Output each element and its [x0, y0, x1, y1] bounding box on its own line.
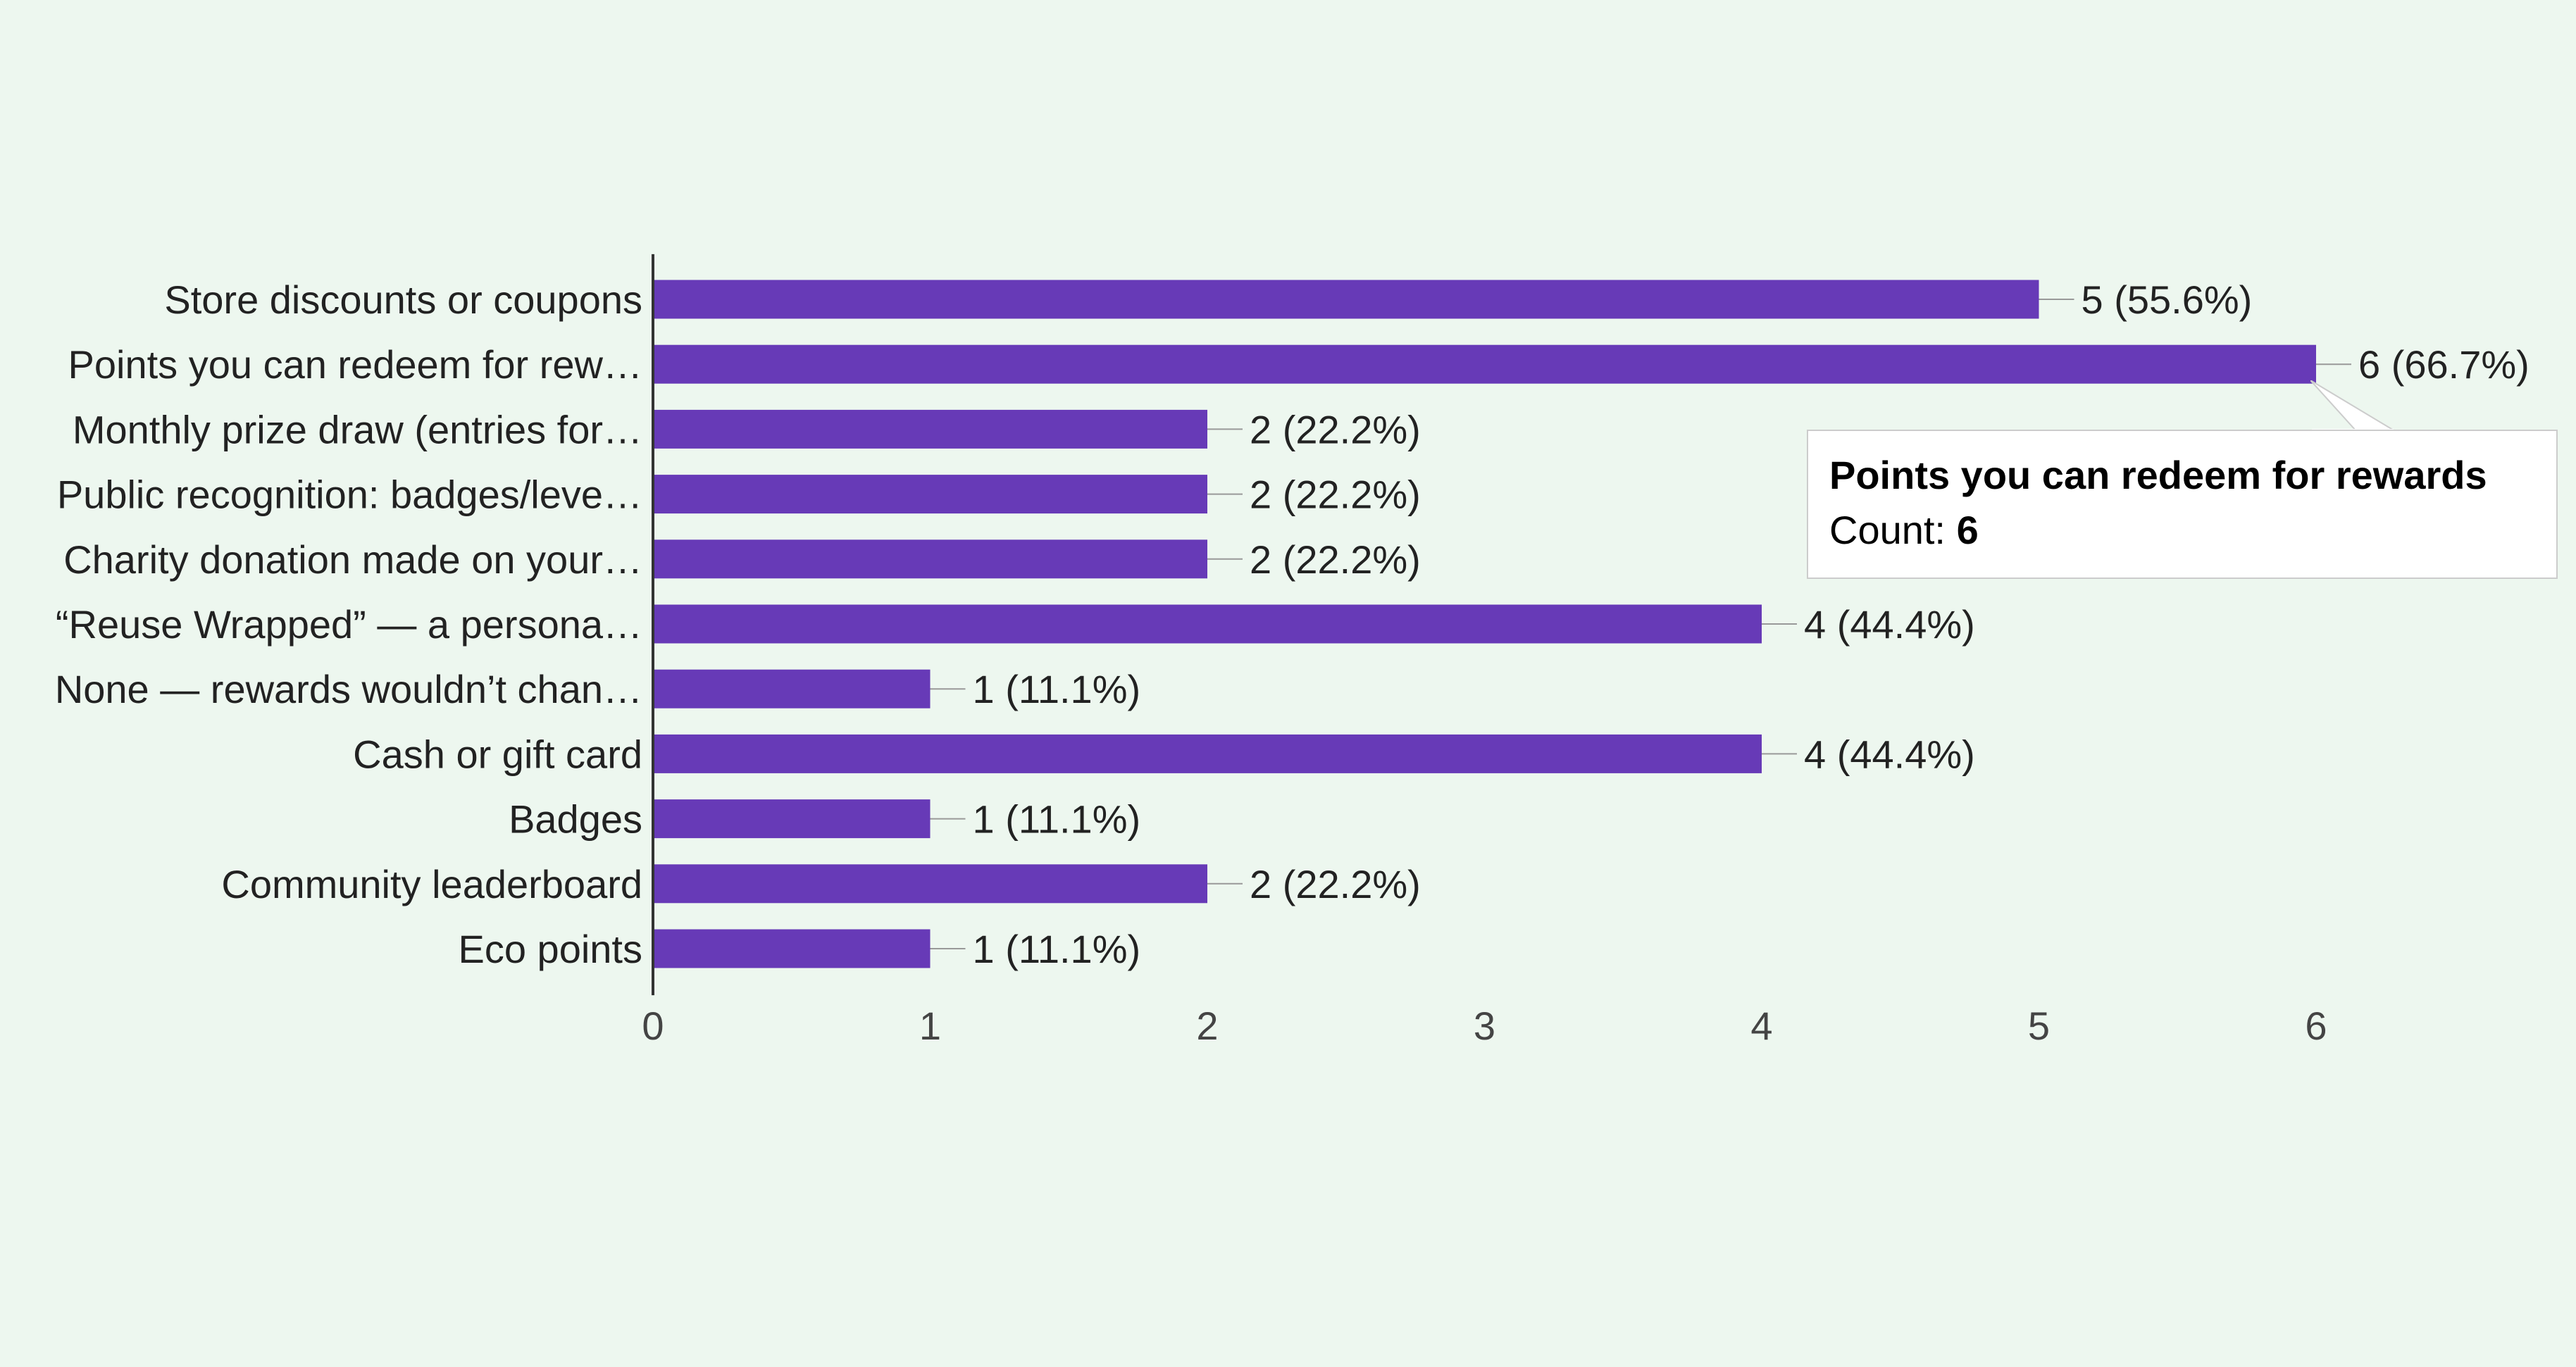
category-label: Store discounts or coupons	[164, 277, 642, 322]
x-tick-label: 0	[642, 1004, 664, 1048]
x-tick-label: 4	[1750, 1004, 1772, 1048]
tooltip-count-row: Count: 6	[1829, 503, 2556, 558]
category-label: Points you can redeem for rew…	[68, 342, 642, 387]
leader-lines-layer	[930, 299, 2351, 949]
bar[interactable]	[653, 475, 1207, 514]
x-tick-labels-layer: 0 1 2 3 4 5 6	[642, 1004, 2327, 1048]
tooltip: Points you can redeem for rewards Count:…	[1807, 430, 2558, 579]
data-label: 4 (44.4%)	[1804, 732, 1975, 776]
x-tick-label: 5	[2028, 1004, 2050, 1048]
data-label: 2 (22.2%)	[1250, 407, 1421, 451]
x-tick-label: 1	[919, 1004, 941, 1048]
bar[interactable]	[653, 669, 931, 709]
data-label: 1 (11.1%)	[973, 927, 1141, 971]
bar[interactable]	[653, 344, 2316, 384]
x-tick-label: 2	[1196, 1004, 1218, 1048]
bar[interactable]	[653, 734, 1762, 773]
category-label: Community leaderboard	[221, 862, 642, 906]
data-label: 2 (22.2%)	[1250, 473, 1421, 517]
bar[interactable]	[653, 929, 931, 968]
data-label: 4 (44.4%)	[1804, 602, 1975, 647]
category-label: “Reuse Wrapped” — a persona…	[56, 602, 642, 647]
category-label: Charity donation made on your…	[63, 537, 642, 582]
data-label: 1 (11.1%)	[973, 797, 1141, 842]
data-label: 6 (66.7%)	[2358, 342, 2530, 387]
bar[interactable]	[653, 539, 1207, 579]
x-tick-label: 3	[1474, 1004, 1495, 1048]
x-tick-label: 6	[2305, 1004, 2327, 1048]
bar[interactable]	[653, 864, 1207, 904]
category-label: None — rewards wouldn’t chan…	[55, 667, 642, 711]
category-label: Cash or gift card	[353, 732, 642, 776]
data-label: 1 (11.1%)	[973, 667, 1141, 711]
tooltip-count-value: 6	[1956, 508, 1979, 552]
category-label: Eco points	[459, 927, 643, 971]
data-label: 5 (55.6%)	[2082, 277, 2253, 322]
bars-layer	[653, 280, 2316, 968]
tooltip-title: Points you can redeem for rewards	[1829, 453, 2487, 497]
bar[interactable]	[653, 409, 1207, 449]
data-labels-layer: 5 (55.6%) 6 (66.7%) 2 (22.2%) 2 (22.2%) 2 (2…	[973, 277, 2530, 971]
category-label: Monthly prize draw (entries for…	[73, 407, 642, 451]
bar[interactable]	[653, 280, 2039, 319]
category-label: Badges	[509, 797, 642, 842]
data-label: 2 (22.2%)	[1250, 537, 1421, 582]
tooltip-count-label: Count:	[1829, 508, 1957, 552]
bar[interactable]	[653, 604, 1762, 644]
category-label: Public recognition: badges/leve…	[57, 473, 642, 517]
bar[interactable]	[653, 799, 931, 839]
category-labels-layer: Store discounts or coupons Points you can…	[55, 277, 642, 971]
tooltip-pointer	[2310, 380, 2395, 432]
data-label: 2 (22.2%)	[1250, 862, 1421, 906]
